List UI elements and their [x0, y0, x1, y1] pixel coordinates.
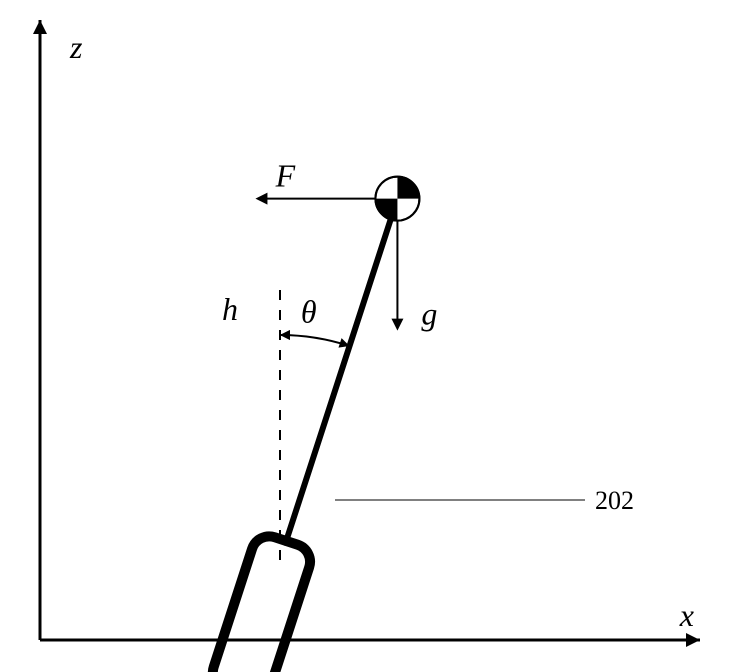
canvas-bg — [0, 0, 744, 672]
z-axis-label: z — [69, 29, 83, 65]
h-label: h — [222, 291, 238, 327]
callout-label: 202 — [595, 486, 634, 515]
physics-diagram: z x h Fg θ 202 — [0, 0, 744, 672]
theta-label: θ — [301, 294, 317, 330]
F-label: F — [275, 158, 296, 194]
mass-marker — [375, 177, 419, 221]
x-axis-label: x — [679, 597, 694, 633]
g-label: g — [421, 296, 437, 332]
